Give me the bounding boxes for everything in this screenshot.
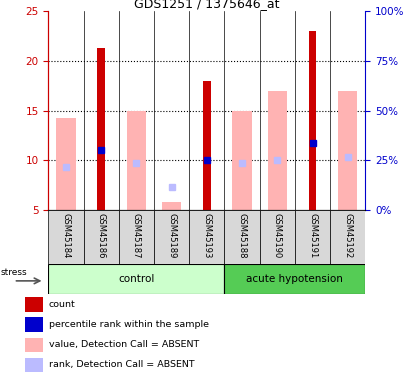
Text: GSM45186: GSM45186 <box>97 213 106 259</box>
Text: percentile rank within the sample: percentile rank within the sample <box>49 320 209 329</box>
Bar <box>127 111 146 210</box>
Bar <box>97 48 105 210</box>
Bar <box>48 210 84 264</box>
Title: GDS1251 / 1375646_at: GDS1251 / 1375646_at <box>134 0 280 10</box>
Text: GSM45190: GSM45190 <box>273 213 282 259</box>
Bar <box>154 210 189 264</box>
Bar <box>260 210 295 264</box>
Bar <box>25 297 43 312</box>
Text: GSM45189: GSM45189 <box>167 213 176 259</box>
Bar <box>84 210 119 264</box>
Bar <box>25 338 43 352</box>
Bar <box>189 210 224 264</box>
Bar <box>232 111 252 210</box>
Bar <box>25 317 43 332</box>
Text: acute hypotension: acute hypotension <box>247 274 344 284</box>
Bar <box>309 31 316 210</box>
Bar <box>25 358 43 372</box>
Bar <box>162 202 181 210</box>
Text: GSM45184: GSM45184 <box>61 213 71 259</box>
Bar <box>338 91 357 210</box>
Bar <box>224 210 260 264</box>
Text: GSM45188: GSM45188 <box>238 213 247 259</box>
Text: stress: stress <box>1 268 28 277</box>
Bar <box>268 91 287 210</box>
Text: control: control <box>118 274 155 284</box>
Bar <box>56 118 76 210</box>
Text: GSM45187: GSM45187 <box>132 213 141 259</box>
Bar <box>224 264 365 294</box>
Bar <box>330 210 365 264</box>
Text: GSM45192: GSM45192 <box>343 213 352 259</box>
Bar <box>119 210 154 264</box>
Text: value, Detection Call = ABSENT: value, Detection Call = ABSENT <box>49 340 199 349</box>
Text: GSM45193: GSM45193 <box>202 213 211 259</box>
Bar <box>48 264 224 294</box>
Bar <box>295 210 330 264</box>
Bar <box>203 81 211 210</box>
Text: rank, Detection Call = ABSENT: rank, Detection Call = ABSENT <box>49 360 194 369</box>
Text: count: count <box>49 300 76 309</box>
Text: GSM45191: GSM45191 <box>308 213 317 259</box>
